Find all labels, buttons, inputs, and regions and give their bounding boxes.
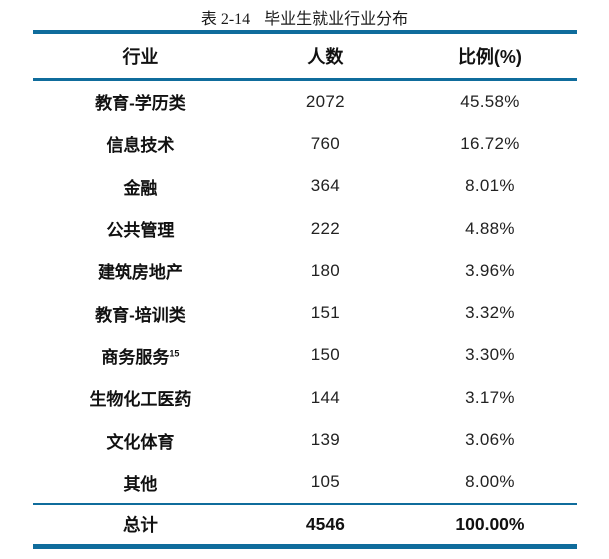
count-cell: 151 — [310, 303, 341, 323]
table-row: 信息技术 760 16.72% — [33, 123, 577, 165]
industry-cell: 商务服务15 — [33, 343, 248, 368]
count-cell: 139 — [310, 430, 341, 450]
industry-label: 生物化工医药 — [89, 390, 192, 410]
total-row: 总计 4546 100.00% — [33, 505, 577, 545]
industry-label: 信息技术 — [106, 136, 175, 156]
industry-label: 金融 — [123, 178, 158, 198]
percent-cell: 3.32% — [465, 303, 515, 323]
industry-cell: 生物化工医药 — [33, 385, 248, 410]
percent-cell: 45.58% — [460, 91, 520, 111]
total-count: 4546 — [305, 514, 345, 535]
count-cell: 180 — [310, 260, 341, 280]
table-row: 商务服务15 150 3.30% — [33, 334, 577, 376]
count-cell: 150 — [310, 345, 341, 365]
rule-header-bottom — [33, 77, 577, 81]
table-row: 其他 105 8.00% — [33, 461, 577, 503]
percent-cell: 3.06% — [465, 430, 515, 450]
rule-top — [33, 30, 577, 34]
industry-label: 教育-培训类 — [95, 305, 186, 325]
percent-cell: 8.00% — [465, 472, 515, 492]
count-cell: 2072 — [305, 91, 345, 111]
table-row: 文化体育 139 3.06% — [33, 419, 577, 461]
table-row: 金融 364 8.01% — [33, 165, 577, 207]
employment-table: 行业 人数 比例(%) 教育-学历类 2072 45.58% 信息技术 760 … — [33, 30, 577, 549]
industry-cell: 教育-培训类 — [33, 301, 248, 326]
table-number: 表 2-14 — [200, 11, 251, 28]
industry-label: 商务服务 — [101, 347, 170, 367]
count-cell: 105 — [310, 472, 341, 492]
industry-label: 公共管理 — [106, 221, 175, 241]
header-count: 人数 — [307, 46, 344, 67]
count-cell: 364 — [310, 176, 341, 196]
percent-cell: 4.88% — [465, 218, 515, 238]
table-title: 毕业生就业行业分布 — [264, 11, 409, 28]
percent-cell: 8.01% — [465, 176, 515, 196]
table-row: 建筑房地产 180 3.96% — [33, 250, 577, 292]
industry-label: 教育-学历类 — [95, 94, 186, 114]
industry-cell: 公共管理 — [33, 216, 248, 241]
table-caption: 表 2-14 毕业生就业行业分布 — [0, 5, 609, 29]
percent-cell: 3.30% — [465, 345, 515, 365]
industry-cell: 金融 — [33, 174, 248, 199]
header-industry: 行业 — [122, 46, 159, 67]
industry-cell: 信息技术 — [33, 131, 248, 156]
industry-label: 建筑房地产 — [97, 263, 183, 283]
industry-label: 其他 — [123, 474, 158, 494]
table-row: 生物化工医药 144 3.17% — [33, 377, 577, 419]
count-cell: 222 — [310, 218, 341, 238]
industry-cell: 文化体育 — [33, 428, 248, 453]
industry-label: 文化体育 — [106, 432, 175, 452]
table-header-row: 行业 人数 比例(%) — [33, 34, 577, 78]
count-cell: 760 — [310, 133, 341, 153]
industry-cell: 建筑房地产 — [33, 258, 248, 283]
table-row: 公共管理 222 4.88% — [33, 207, 577, 249]
header-percent: 比例(%) — [457, 46, 522, 67]
rule-bottom — [33, 544, 577, 549]
footnote-ref: 15 — [169, 348, 180, 359]
percent-cell: 3.17% — [465, 387, 515, 407]
percent-cell: 16.72% — [460, 133, 520, 153]
table-row: 教育-学历类 2072 45.58% — [33, 81, 577, 123]
total-percent: 100.00% — [455, 514, 525, 535]
industry-cell: 其他 — [33, 470, 248, 495]
total-label: 总计 — [122, 515, 158, 536]
industry-cell: 教育-学历类 — [33, 89, 248, 114]
table-row: 教育-培训类 151 3.32% — [33, 292, 577, 334]
count-cell: 144 — [310, 387, 341, 407]
percent-cell: 3.96% — [465, 260, 515, 280]
rule-above-total — [33, 503, 577, 505]
